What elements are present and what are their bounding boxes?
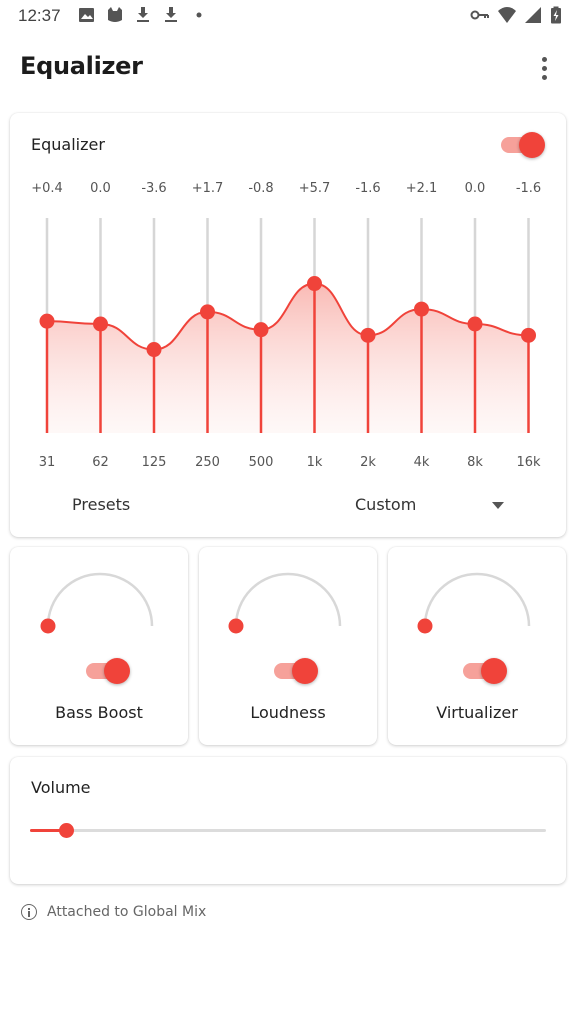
vpn-key-icon — [470, 10, 489, 20]
cat-icon — [108, 7, 122, 22]
wifi-icon — [498, 7, 516, 23]
band-gain-label-500: -0.8 — [248, 181, 274, 196]
virtualizer-label: Virtualizer — [436, 703, 518, 722]
footer-info: Attached to Global Mix — [21, 904, 206, 920]
battery-icon — [551, 6, 561, 24]
band-thumb-125[interactable] — [146, 342, 162, 358]
band-gain-label-250: +1.7 — [191, 181, 224, 196]
band-thumb-8k[interactable] — [467, 316, 483, 332]
status-notifications — [78, 6, 208, 24]
bass-boost-knob[interactable] — [10, 547, 188, 677]
footer-text: Attached to Global Mix — [47, 904, 207, 920]
bass-boost-card: Bass Boost — [10, 547, 188, 745]
eq-curve-line — [46, 282, 529, 351]
loudness-toggle[interactable] — [274, 658, 318, 684]
band-gain-label-8k: 0.0 — [464, 181, 486, 196]
band-thumb-1k[interactable] — [307, 276, 322, 292]
band-freq-label-2k: 2k — [360, 455, 376, 470]
band-thumb-31[interactable] — [39, 313, 55, 329]
equalizer-title: Equalizer — [31, 135, 105, 154]
more-vert-icon[interactable] — [526, 50, 562, 86]
status-time: 12:37 — [18, 6, 61, 25]
band-gain-label-125: -3.6 — [141, 181, 167, 196]
preset-dropdown[interactable]: Custom — [355, 489, 510, 521]
download-icon — [137, 7, 149, 22]
loudness-label: Loudness — [250, 703, 326, 722]
loudness-card: Loudness — [199, 547, 377, 745]
band-thumb-4k[interactable] — [414, 301, 429, 317]
download-icon — [165, 7, 177, 22]
band-freq-label-8k: 8k — [467, 455, 483, 470]
image-icon — [79, 8, 94, 22]
band-thumb-250[interactable] — [200, 304, 215, 320]
preset-value: Custom — [355, 495, 417, 514]
page-title: Equalizer — [20, 52, 143, 80]
equalizer-card: Equalizer +0.4 0.0 -3.6 +1.7 -0.8 +5.7 -1.6 +2.… — [10, 113, 566, 537]
band-thumb-16k[interactable] — [521, 327, 536, 343]
volume-slider-rail — [30, 829, 546, 832]
band-thumb-2k[interactable] — [360, 327, 376, 343]
band-gain-label-2k: -1.6 — [355, 181, 381, 196]
band-gain-label-4k: +2.1 — [405, 181, 438, 196]
presets-label: Presets — [72, 495, 131, 514]
band-gain-label-62: 0.0 — [90, 181, 111, 196]
virtualizer-card: Virtualizer — [388, 547, 566, 745]
band-freq-label-4k: 4k — [413, 455, 430, 470]
band-thumb-500[interactable] — [253, 322, 269, 338]
virtualizer-knob[interactable] — [388, 547, 566, 677]
band-freq-label-31: 31 — [38, 455, 56, 470]
dot-icon — [196, 12, 202, 18]
volume-card: Volume — [10, 757, 566, 884]
band-freq-label-1k: 1k — [306, 455, 323, 470]
bass-boost-label: Bass Boost — [55, 703, 143, 722]
volume-slider-thumb[interactable] — [59, 823, 74, 838]
band-thumb-62[interactable] — [93, 316, 108, 332]
app-bar: Equalizer — [0, 36, 576, 98]
band-freq-label-250: 250 — [195, 455, 220, 470]
virtualizer-toggle[interactable] — [463, 658, 507, 684]
volume-title: Volume — [31, 778, 91, 797]
band-gain-label-16k: -1.6 — [515, 181, 542, 196]
info-icon — [21, 904, 37, 920]
status-system-icons — [470, 6, 562, 24]
bass-boost-toggle[interactable] — [86, 658, 130, 684]
volume-slider[interactable] — [30, 821, 546, 841]
loudness-knob[interactable] — [199, 547, 377, 677]
band-freq-label-500: 500 — [248, 455, 274, 470]
band-freq-label-125: 125 — [141, 455, 167, 470]
volume-slider-fill — [30, 829, 66, 832]
status-bar: 12:37 — [0, 0, 576, 32]
arrow-drop-down-icon — [492, 502, 504, 509]
equalizer-graph — [39, 218, 536, 433]
eq-curve-area — [47, 283, 529, 433]
equalizer-toggle[interactable] — [501, 132, 545, 158]
band-freq-label-62: 62 — [92, 455, 109, 470]
band-gain-label-31: +0.4 — [31, 181, 63, 196]
band-gain-label-1k: +5.7 — [298, 181, 331, 196]
band-freq-label-16k: 16k — [516, 455, 541, 470]
signal-icon — [525, 7, 541, 23]
